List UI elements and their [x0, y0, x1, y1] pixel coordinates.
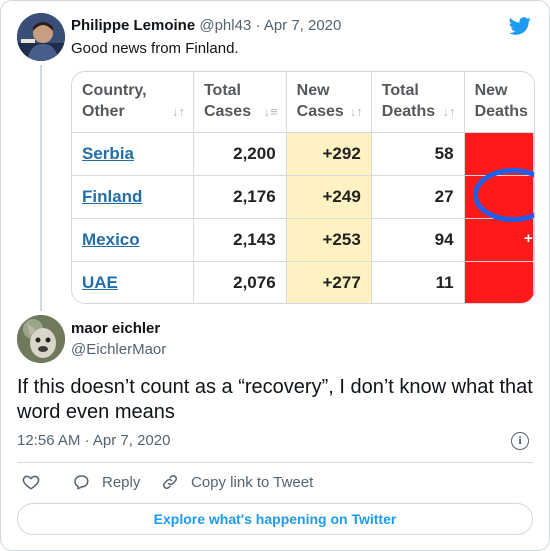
total-deaths-cell: 27	[371, 174, 465, 218]
country-link: UAE	[72, 260, 194, 303]
column-header-country: Country, Other ↓↑	[72, 72, 194, 132]
total-cases-cell: 2,143	[193, 217, 287, 261]
quoted-author-avatar[interactable]	[17, 13, 65, 61]
author-name[interactable]: maor eichler	[71, 320, 161, 337]
table-row: Mexico 2,143 +253 94	[72, 217, 534, 261]
tweet-time[interactable]: 12:56 AM	[17, 432, 81, 449]
new-cases-cell: +292	[286, 131, 372, 175]
info-icon[interactable]: i	[511, 432, 529, 450]
table-row: Finland 2,176 +249 27	[72, 174, 534, 218]
reply-button[interactable]: Reply	[72, 473, 140, 491]
sort-desc-icon: ↓≡	[263, 103, 278, 119]
reply-icon	[74, 475, 89, 490]
total-cases-cell: 2,200	[193, 131, 287, 175]
partial-cell-glyph: +	[524, 230, 533, 247]
total-deaths-cell: 58	[371, 131, 465, 175]
twitter-bird-icon[interactable]	[508, 15, 532, 37]
quoted-author-name[interactable]: Philippe Lemoine	[71, 17, 196, 34]
divider	[17, 462, 533, 463]
quoted-tweet-text: Good news from Finland.	[71, 40, 239, 57]
copy-link-label: Copy link to Tweet	[191, 473, 314, 491]
quoted-tweet-header: Philippe Lemoine @phl43 · Apr 7, 2020	[71, 17, 341, 34]
table-row: Serbia 2,200 +292 58	[72, 131, 534, 175]
tweet-timestamp[interactable]: 12:56 AM · Apr 7, 2020	[17, 432, 170, 449]
new-cases-cell: +249	[286, 174, 372, 218]
quoted-tweet-date[interactable]: Apr 7, 2020	[263, 17, 342, 34]
column-header-total-deaths: Total Deaths ↓↑	[371, 72, 465, 132]
sort-icon: ↓↑	[171, 103, 185, 119]
country-link: Finland	[72, 174, 194, 218]
copy-link-button[interactable]: Copy link to Tweet	[161, 473, 313, 491]
country-link: Serbia	[72, 131, 194, 175]
column-header-new-deaths: New Deaths	[464, 72, 534, 132]
total-deaths-cell: 11	[371, 260, 465, 303]
author-avatar[interactable]	[17, 315, 65, 363]
total-cases-cell: 2,176	[193, 174, 287, 218]
column-header-total-cases: Total Cases ↓≡	[193, 72, 287, 132]
timestamp-separator: ·	[84, 432, 90, 449]
author-handle[interactable]: @EichlerMaor	[71, 341, 167, 358]
new-cases-cell: +277	[286, 260, 372, 303]
quoted-author-handle[interactable]: @phl43	[199, 17, 252, 34]
reply-label: Reply	[102, 473, 141, 491]
like-button[interactable]	[22, 473, 52, 491]
sort-icon: ↓↑	[442, 103, 456, 119]
new-cases-cell: +253	[286, 217, 372, 261]
new-deaths-cell	[464, 260, 534, 303]
heart-icon	[22, 475, 40, 490]
total-deaths-cell: 94	[371, 217, 465, 261]
header-separator: ·	[255, 17, 261, 34]
tweet-text: If this doesn’t count as a “recovery”, I…	[17, 376, 533, 423]
covid-table-image[interactable]: Country, Other ↓↑ Total Cases ↓≡ New Cases ↓↑ …	[71, 71, 535, 304]
sort-icon: ↓↑	[349, 103, 363, 119]
link-icon	[162, 474, 178, 490]
total-cases-cell: 2,076	[193, 260, 287, 303]
tweet-date[interactable]: Apr 7, 2020	[92, 432, 171, 449]
country-link: Mexico	[72, 217, 194, 261]
column-header-new-cases: New Cases ↓↑	[286, 72, 372, 132]
highlight-circle	[473, 168, 534, 222]
new-deaths-cell	[464, 131, 534, 175]
table-row: UAE 2,076 +277 11	[72, 260, 534, 303]
thread-line	[40, 65, 42, 311]
explore-button[interactable]: Explore what's happening on Twitter	[17, 503, 533, 535]
covid-stats-table: Country, Other ↓↑ Total Cases ↓≡ New Cases ↓↑ …	[72, 72, 534, 303]
